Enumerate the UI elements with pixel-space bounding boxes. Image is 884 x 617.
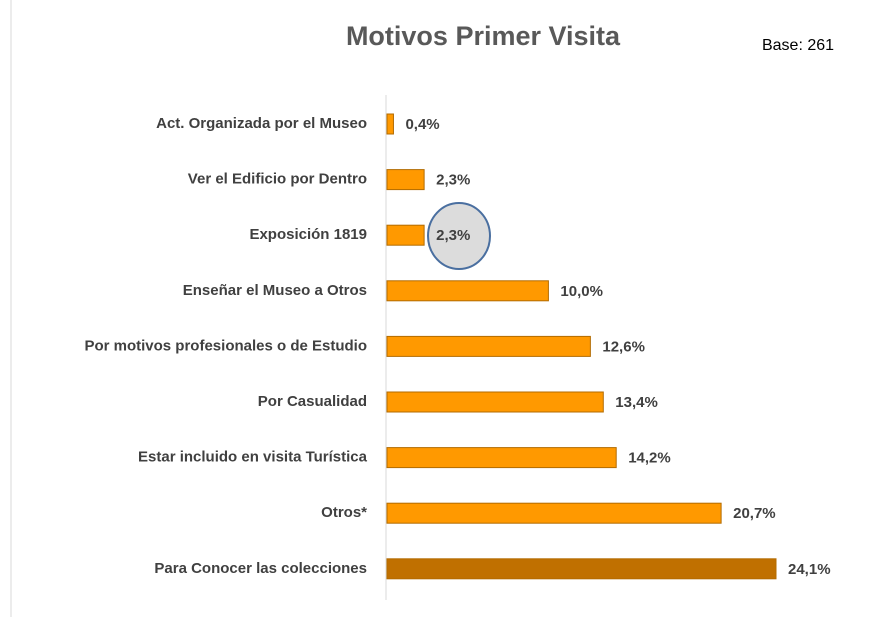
value-label: 2,3% — [436, 172, 470, 189]
bar — [386, 224, 425, 246]
category-label: Ver el Edificio por Dentro — [188, 171, 367, 188]
value-label: 10,0% — [560, 283, 603, 300]
category-label: Estar incluido en visita Turística — [138, 449, 368, 466]
bar — [386, 558, 777, 580]
chart-title: Motivos Primer Visita — [346, 21, 621, 51]
value-label: 2,3% — [436, 227, 470, 244]
category-label: Otros* — [321, 504, 367, 521]
bar — [386, 502, 722, 524]
category-label: Exposición 1819 — [249, 226, 367, 243]
bar — [386, 391, 604, 413]
bar — [386, 280, 549, 302]
annotation: Base: 261 — [762, 37, 834, 54]
category-label: Enseñar el Museo a Otros — [183, 282, 367, 299]
bar — [386, 113, 394, 135]
bar — [386, 447, 617, 469]
value-label: 14,2% — [628, 450, 671, 467]
highlight-circle — [427, 202, 491, 270]
value-label: 13,4% — [615, 394, 658, 411]
value-label: 20,7% — [733, 505, 776, 522]
value-label: 24,1% — [788, 561, 831, 578]
category-label: Por motivos profesionales o de Estudio — [84, 337, 367, 354]
bar — [386, 169, 425, 191]
category-label: Por Casualidad — [258, 393, 367, 410]
category-label: Act. Organizada por el Museo — [156, 115, 367, 132]
category-label: Para Conocer las colecciones — [154, 560, 367, 577]
value-label: 12,6% — [602, 338, 645, 355]
value-label: 0,4% — [405, 116, 439, 133]
bar — [386, 335, 591, 357]
